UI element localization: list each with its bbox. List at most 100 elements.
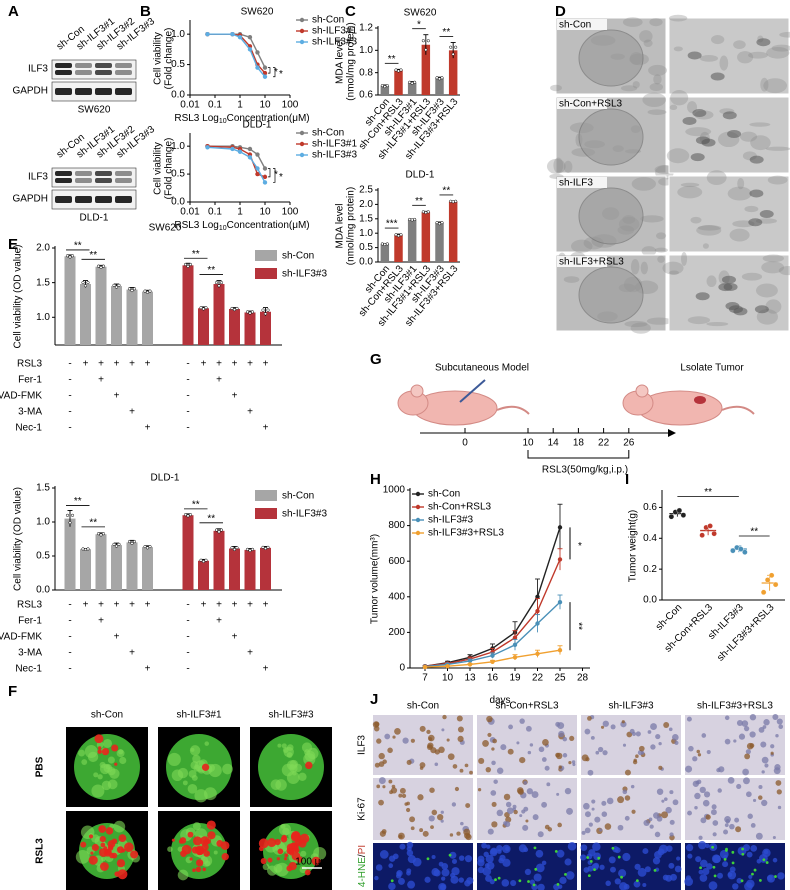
ihc-nucleus [477,788,482,792]
y-tick-label: 0.6 [643,502,657,513]
day-label: 18 [573,438,585,449]
legend-label: sh-ILF3#3 [428,515,473,526]
legend-marker [415,530,421,536]
treatment-mark: + [98,616,104,627]
ihc-nucleus [519,718,525,724]
ihc-nucleus [637,867,647,877]
hne-signal [597,856,601,860]
hne-signal [617,855,621,859]
ihc-nucleus [513,809,518,815]
ihc-nucleus [587,865,594,872]
ihc-nucleus [568,761,572,765]
ihc-nucleus [642,848,649,855]
data-point [711,530,717,537]
replicate-dot [449,199,453,203]
blot-frame [51,81,137,102]
tem-texture [677,185,703,199]
significance-label: * [274,67,278,78]
ihc-nucleus [535,863,545,873]
ihc-nucleus [668,862,675,869]
replicate-dot [219,281,224,285]
tem-label-bg [557,256,607,267]
ihc-nucleus [602,720,609,727]
treatment-mark: - [186,648,189,659]
ihc-nucleus [441,868,450,877]
bar [229,548,240,590]
treatment-mark: + [216,375,222,386]
ihc-nucleus [687,853,693,859]
ihc-nucleus [559,876,567,885]
x-axis-label-part: RSL3 Log [174,220,218,231]
ihc-nucleus [595,750,600,755]
ihc-nucleus [697,753,702,757]
hne-signal [741,852,745,856]
replicate-dot [217,530,221,534]
pi-spot [311,856,321,866]
spheroid-texture [275,862,289,877]
treatment-mark: + [114,632,120,643]
tem-texture [767,175,788,185]
blot-frame [51,189,137,210]
significance-label: ** [192,249,200,260]
treatment-mark: + [129,407,135,418]
y-tick-label: 0.4 [643,533,657,544]
ihc-nucleus [702,799,710,807]
tem-texture [762,254,785,263]
replicate-dot [117,283,121,287]
x-tick-label: 10 [259,207,271,218]
ihc-nucleus [463,828,471,836]
treatment-mark: - [68,600,71,611]
hne-signal [556,883,560,886]
data-point [490,659,495,664]
ihc-nucleus [392,735,396,739]
tem-image [668,175,790,253]
chart-title: DLD-1 [243,120,272,131]
treatment-mark: - [68,632,71,643]
x-tick-label: 0.1 [208,207,222,218]
bar [198,308,209,345]
band [55,88,72,95]
bar [142,291,153,345]
cell-line-label: SW620 [78,105,111,116]
significance-label: ** [388,54,396,65]
ihc-nucleus [546,782,551,787]
ihc-nucleus [752,798,757,802]
x-tick-label: 10 [259,100,271,111]
tem-texture [641,246,657,257]
x-tick-label: 100 [282,207,299,218]
ihc-nucleus [458,855,465,861]
ihc-nucleus [547,827,553,832]
tem-texture [669,270,680,275]
ihc-nucleus [694,805,698,810]
bar [80,284,91,345]
pi-spot [277,848,284,855]
spheroid-texture [286,752,293,758]
bar [260,311,271,345]
y-tick-label: 0.2 [643,564,657,575]
replicate-dot [68,521,72,525]
ihc-nucleus [644,866,651,873]
tem-texture [655,232,667,240]
replicate-dot [217,284,221,288]
ihc-nucleus [663,722,670,728]
pi-spot [299,833,310,844]
ihc-nucleus [629,728,635,734]
significance-label: ** [192,499,200,510]
tem-texture [670,90,689,106]
replicate-dot [380,242,384,246]
tem-cell [578,187,644,245]
replicate-dot [65,513,70,517]
tem-mitochondrion [682,116,697,125]
y-tick-label: 0 [399,663,405,674]
replicate-dot [186,514,190,518]
pi-spot [192,868,196,872]
ihc-nucleus [631,809,636,814]
ihc-nucleus [632,759,638,765]
hne-signal [653,868,657,872]
replicate-dot [426,39,430,43]
ihc-nucleus [729,823,735,830]
replicate-dot [440,76,444,80]
pi-spot [201,843,209,851]
day-label: 10 [522,438,534,449]
ihc-nucleus [605,880,611,887]
